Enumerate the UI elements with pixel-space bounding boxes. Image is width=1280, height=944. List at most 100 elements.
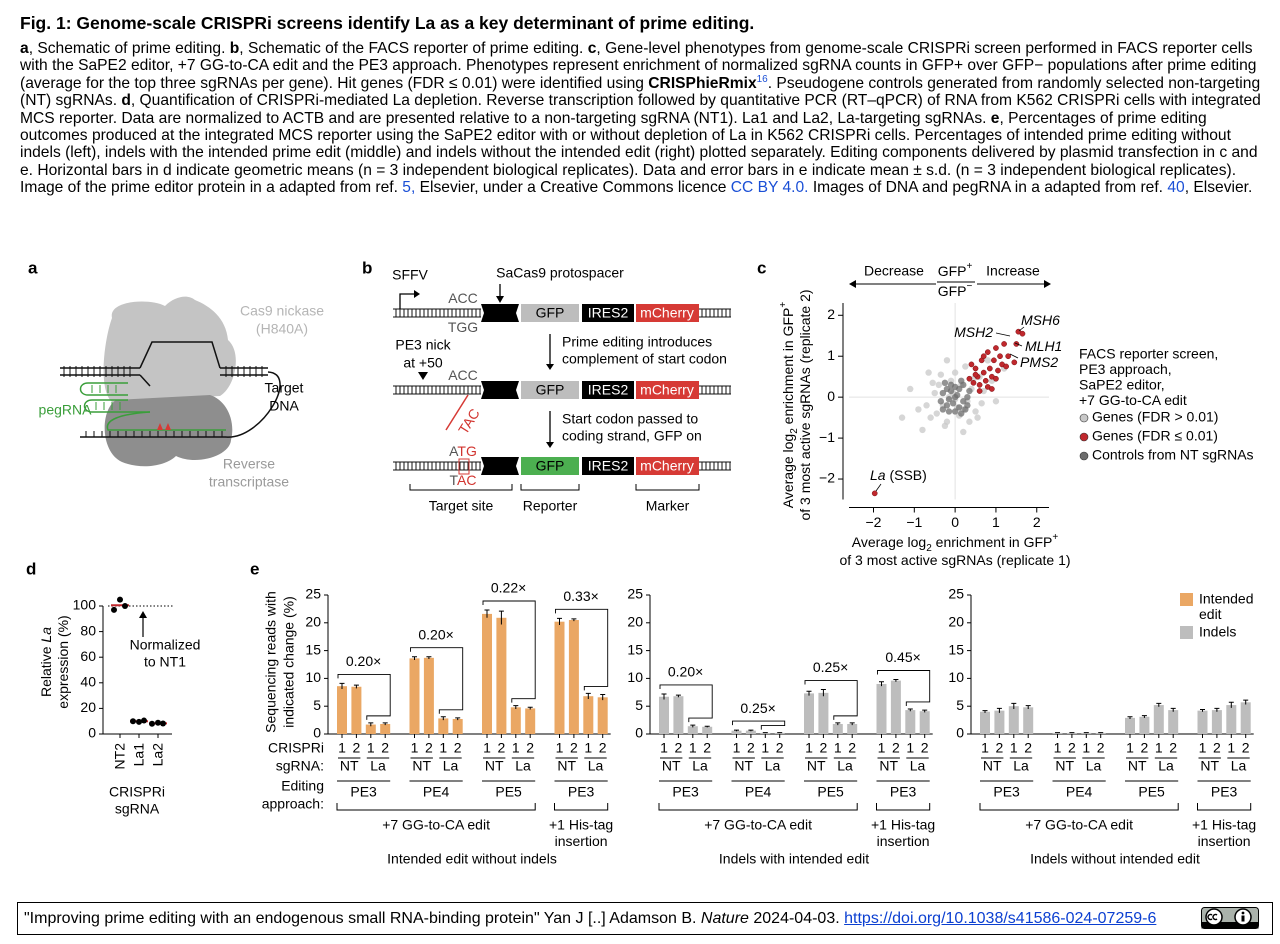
fold-bracket — [877, 670, 931, 706]
y-tick-label: 20 — [80, 699, 96, 715]
y-tick-label: 20 — [305, 614, 321, 630]
link[interactable]: https://doi.org/10.1038/s41586-024-07259… — [844, 910, 1157, 927]
legend-swatch — [1079, 451, 1089, 461]
ires-box — [582, 457, 634, 475]
approach-label: PE5 — [817, 784, 844, 800]
sgrna-label: NT — [557, 758, 576, 774]
y-axis-label: Average log2 enrichment in GFP+ — [778, 302, 800, 509]
link[interactable]: 40 — [1167, 179, 1185, 197]
x-axis-label: Average log2 enrichment in GFP+ — [852, 532, 1059, 554]
error-bar — [777, 732, 783, 734]
y-axis-label: indicated change (%) — [281, 596, 297, 728]
x-tick-label: 2 — [747, 740, 755, 756]
x-axis-label: of 3 most active sgRNAs (replicate 1) — [839, 552, 1070, 568]
bar — [1066, 732, 1077, 734]
x-tick-label: 2 — [353, 740, 361, 756]
nick-label: PE3 nick — [395, 337, 451, 353]
bar — [1153, 705, 1164, 734]
bar — [919, 711, 930, 734]
error-bar — [893, 679, 899, 682]
y-tick-label: 20 — [948, 614, 964, 630]
error-bar — [982, 710, 988, 713]
bar — [1023, 707, 1034, 734]
pegrna-shape — [79, 382, 226, 431]
sequence: ATG — [449, 443, 477, 459]
fold-label: 0.20× — [346, 653, 381, 669]
y-tick-label: −2 — [819, 470, 835, 486]
x-tick-label: 2 — [570, 740, 578, 756]
marker-box — [636, 304, 699, 322]
legend-swatch — [1079, 432, 1089, 442]
approach-label: PE3 — [1211, 784, 1238, 800]
approach-label: PE3 — [350, 784, 377, 800]
bar — [1226, 705, 1237, 734]
point — [992, 398, 1000, 405]
protospacer — [481, 381, 519, 399]
x-tick-label: 2 — [1213, 740, 1221, 756]
point — [997, 353, 1003, 360]
point — [915, 406, 922, 413]
bar — [818, 692, 829, 734]
gene-label: MSH2 — [954, 324, 993, 340]
text-run: d — [121, 92, 131, 110]
link[interactable]: 5, — [402, 179, 416, 197]
bar — [1052, 732, 1063, 734]
y-tick-label: 10 — [305, 669, 321, 685]
bar — [804, 693, 814, 734]
error-bar — [440, 716, 446, 721]
marker-label: mCherry — [640, 458, 694, 474]
point — [951, 408, 959, 415]
fold-bracket — [337, 673, 391, 720]
text-run: T — [450, 472, 459, 488]
bar — [597, 697, 608, 734]
link[interactable]: 16 — [756, 73, 768, 85]
sgrna-label: La — [443, 758, 459, 774]
point — [945, 396, 953, 403]
x-tick-label: 1 — [556, 740, 564, 756]
bracket-label: Reporter — [523, 498, 578, 514]
edit-bracket — [554, 803, 609, 811]
y-tick-label: 15 — [948, 641, 964, 657]
point — [995, 367, 1001, 374]
point — [980, 353, 987, 360]
bracket-label: Target site — [429, 498, 494, 514]
text-run: . Pseudogene controls generated from ran… — [20, 74, 1261, 110]
point — [919, 426, 926, 434]
error-bar — [1156, 702, 1162, 707]
text-run: of 3 most active sgRNAs (replicate 2) — [797, 289, 813, 520]
chart-title: Indels with intended edit — [719, 851, 869, 867]
error-bar — [1243, 699, 1249, 705]
panel-label: b — [362, 258, 372, 277]
y-tick-label: 20 — [627, 614, 643, 630]
point — [923, 402, 930, 409]
x-tick-label: 2 — [848, 740, 856, 756]
point — [986, 365, 993, 372]
x-axis-label: CRISPRi — [109, 784, 165, 800]
legend-label: Controls from NT sgRNAs — [1092, 447, 1254, 463]
y-tick-label: 0 — [88, 725, 96, 741]
legend-title: SaPE2 editor, — [1079, 377, 1165, 393]
bar — [890, 680, 901, 734]
protospacer — [481, 457, 519, 475]
bar — [438, 718, 449, 734]
error-bar — [675, 694, 681, 698]
y-tick-label: 5 — [313, 697, 321, 713]
point — [970, 379, 977, 386]
approach-label: PE3 — [568, 784, 595, 800]
link[interactable]: CC BY 4.0. — [730, 179, 809, 197]
marker-box — [636, 457, 699, 475]
x-tick-label: 1 — [981, 740, 989, 756]
pegrna-label: pegRNA — [39, 402, 93, 418]
marker-label: mCherry — [640, 382, 694, 398]
error-bar — [368, 722, 374, 727]
x-tick-label: 1 — [689, 740, 697, 756]
promoter-label: SFFV — [392, 267, 428, 283]
approach-label: PE4 — [423, 784, 450, 800]
x-tick-label: 1 — [338, 740, 346, 756]
sgrna-label: NT — [879, 758, 898, 774]
edit-mark — [157, 423, 171, 430]
point — [980, 369, 987, 376]
error-bar — [527, 706, 533, 710]
dna-strand — [699, 461, 731, 471]
